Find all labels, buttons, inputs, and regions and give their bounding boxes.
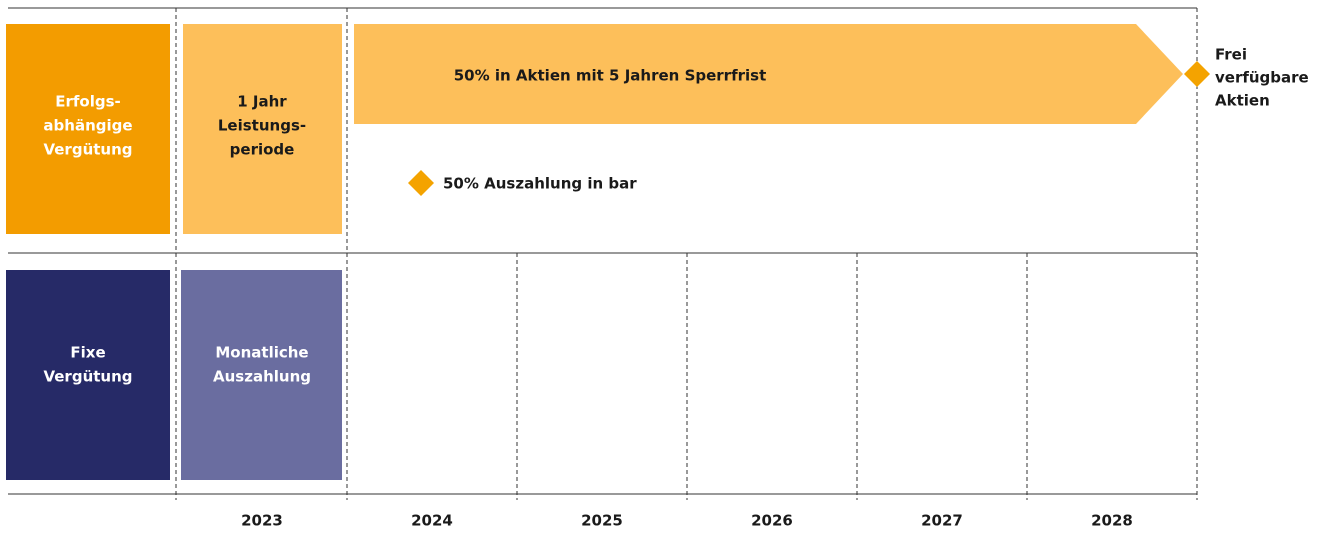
- period-labels: 1 Jahr Leistungs- periode: [218, 93, 306, 159]
- frame: [8, 7, 1198, 500]
- year-label: 2028: [1091, 512, 1133, 530]
- period-label: Auszahlung: [213, 368, 311, 386]
- cash-diamond: [408, 170, 434, 196]
- row-label: Fixe: [70, 344, 105, 362]
- fixed-pay-box: [6, 270, 170, 480]
- row-label: Erfolgs-: [55, 93, 121, 111]
- period-label: Leistungs-: [218, 117, 306, 135]
- end-label-line: Frei: [1215, 46, 1247, 64]
- row-label: Vergütung: [43, 368, 132, 386]
- end-diamond: [1184, 61, 1210, 87]
- period-box: [183, 24, 342, 234]
- year-labels: 2023 2024 2025 2026 2027 2028: [241, 512, 1133, 530]
- year-label: 2023: [241, 512, 283, 530]
- row-label: Vergütung: [43, 141, 132, 159]
- end-label-line: Aktien: [1215, 92, 1270, 110]
- arrow-label: 50% in Aktien mit 5 Jahren Sperrfrist: [454, 67, 767, 85]
- variable-pay-box: [6, 24, 170, 234]
- row-labels: Erfolgs- abhängige Vergütung Fixe Vergüt…: [43, 93, 311, 386]
- year-label: 2026: [751, 512, 793, 530]
- monthly-box: [181, 270, 342, 480]
- year-dividers: [175, 8, 1198, 500]
- cash-label: 50% Auszahlung in bar: [443, 175, 637, 193]
- end-label-line: verfügbare: [1215, 69, 1309, 87]
- year-label: 2025: [581, 512, 623, 530]
- end-label: Frei verfügbare Aktien: [1215, 46, 1309, 110]
- period-label: 1 Jahr: [237, 93, 287, 111]
- period-label: Monatliche: [215, 344, 308, 362]
- period-label: periode: [230, 141, 295, 159]
- year-label: 2024: [411, 512, 453, 530]
- row-label: abhängige: [43, 117, 132, 135]
- year-label: 2027: [921, 512, 963, 530]
- arrow: [354, 24, 1183, 124]
